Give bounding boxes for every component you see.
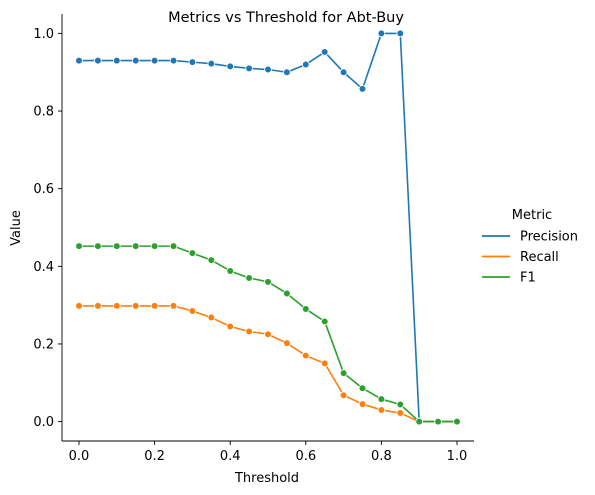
data-point-recall — [113, 302, 121, 310]
series-layer — [75, 29, 461, 426]
legend-title: Metric — [512, 208, 552, 223]
y-tick-label: 1.0 — [33, 27, 54, 42]
chart-title: Metrics vs Threshold for Abt-Buy — [168, 10, 404, 26]
data-point-recall — [169, 302, 178, 310]
y-axis-label: Value — [9, 210, 24, 246]
data-point-f1 — [75, 242, 83, 250]
data-point-f1 — [264, 278, 272, 286]
data-point-recall — [358, 400, 367, 408]
data-point-recall — [150, 302, 159, 310]
data-point-precision — [245, 64, 253, 73]
data-point-f1 — [207, 256, 216, 264]
y-tick-label: 0.4 — [33, 260, 54, 275]
y-axis-ticks: 0.0 0.2 0.4 0.6 0.8 1.0 — [33, 27, 62, 430]
y-tick-label: 0.6 — [33, 182, 54, 197]
data-point-f1 — [150, 242, 159, 250]
x-tick-label: 0.2 — [144, 449, 165, 464]
data-point-precision — [396, 29, 405, 38]
legend-items: Precision Recall F1 — [482, 230, 578, 286]
data-point-precision — [301, 60, 310, 69]
data-point-f1 — [226, 267, 235, 275]
data-point-precision — [113, 56, 121, 65]
data-point-f1 — [113, 242, 121, 250]
y-tick-label: 0.0 — [33, 415, 54, 430]
data-point-recall — [207, 313, 216, 322]
data-point-precision — [169, 56, 178, 65]
legend-label: Recall — [520, 250, 559, 265]
data-point-recall — [396, 409, 405, 417]
x-axis-ticks: 0.0 0.2 0.4 0.6 0.8 1.0 — [69, 441, 468, 464]
data-point-precision — [75, 56, 83, 65]
x-tick-label: 1.0 — [447, 449, 468, 464]
x-tick-label: 0.0 — [69, 449, 90, 464]
data-point-recall — [94, 302, 102, 310]
data-point-precision — [339, 68, 348, 77]
data-point-precision — [320, 48, 329, 56]
series-f1 — [75, 242, 461, 426]
series-precision — [75, 29, 461, 426]
data-point-f1 — [245, 274, 253, 282]
data-point-precision — [94, 56, 102, 65]
legend-item-precision: Precision — [482, 230, 578, 245]
data-point-recall — [339, 391, 348, 399]
data-point-f1 — [169, 242, 178, 250]
data-point-precision — [207, 59, 216, 68]
data-point-precision — [377, 29, 386, 38]
data-point-f1 — [320, 317, 329, 326]
data-point-f1 — [396, 400, 405, 409]
data-point-recall — [131, 302, 140, 310]
data-point-f1 — [453, 417, 461, 426]
legend-item-f1: F1 — [482, 271, 536, 286]
legend-item-recall: Recall — [482, 250, 559, 265]
data-point-f1 — [434, 417, 442, 426]
series-line-precision — [79, 32, 457, 423]
data-point-recall — [377, 406, 386, 414]
legend-label: F1 — [520, 271, 536, 286]
data-point-recall — [245, 327, 253, 336]
x-tick-label: 0.8 — [371, 449, 392, 464]
data-point-f1 — [301, 305, 310, 313]
data-point-recall — [264, 330, 272, 339]
data-point-recall — [283, 339, 291, 347]
data-point-precision — [226, 62, 235, 71]
data-point-f1 — [377, 395, 386, 403]
data-point-f1 — [283, 289, 291, 298]
legend: Metric Precision Recall F1 — [482, 208, 578, 286]
data-point-recall — [75, 302, 83, 310]
data-point-f1 — [339, 369, 348, 377]
y-tick-label: 0.2 — [33, 337, 54, 352]
data-point-precision — [131, 56, 140, 65]
data-point-f1 — [358, 384, 367, 393]
data-point-precision — [283, 68, 291, 77]
data-point-recall — [301, 351, 310, 360]
x-tick-label: 0.4 — [220, 449, 241, 464]
data-point-precision — [150, 56, 159, 65]
data-point-f1 — [131, 242, 140, 250]
data-point-precision — [264, 65, 272, 74]
data-point-f1 — [94, 242, 102, 250]
data-point-precision — [358, 85, 367, 93]
plot-axes — [61, 14, 474, 442]
data-point-recall — [320, 359, 329, 368]
x-tick-label: 0.6 — [295, 449, 316, 464]
data-point-f1 — [415, 417, 423, 426]
x-axis-label: Threshold — [234, 471, 299, 486]
data-point-recall — [226, 322, 235, 331]
y-tick-label: 0.8 — [33, 105, 54, 120]
data-point-precision — [188, 58, 197, 66]
legend-label: Precision — [520, 230, 578, 245]
data-point-recall — [188, 307, 197, 315]
data-point-f1 — [188, 249, 197, 257]
